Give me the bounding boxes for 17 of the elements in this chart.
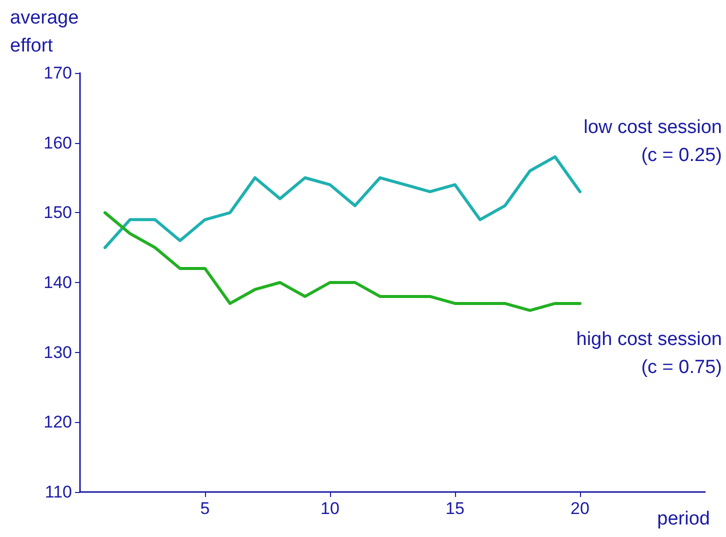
series-label: low cost session (c = 0.25) xyxy=(584,117,722,166)
x-tick-label: 5 xyxy=(200,499,210,518)
series-label: high cost session (c = 0.75) xyxy=(576,328,722,378)
line-series xyxy=(104,155,582,250)
y-tick-label: 130 xyxy=(44,342,72,362)
x-tick-label: 15 xyxy=(446,499,464,518)
y-tick-label: 160 xyxy=(44,133,72,152)
y-tick-label: 140 xyxy=(44,273,72,292)
line-series xyxy=(104,211,582,312)
x-tick-label: 10 xyxy=(320,499,340,518)
x-tick-label: 20 xyxy=(570,499,590,518)
y-tick-label: 110 xyxy=(44,482,72,502)
y-tick-label: 150 xyxy=(44,203,72,222)
y-tick-label: 170 xyxy=(44,64,72,82)
y-axis-title: average effort xyxy=(10,8,79,56)
y-tick-label: 120 xyxy=(44,412,72,432)
x-axis-title: period xyxy=(657,508,710,530)
